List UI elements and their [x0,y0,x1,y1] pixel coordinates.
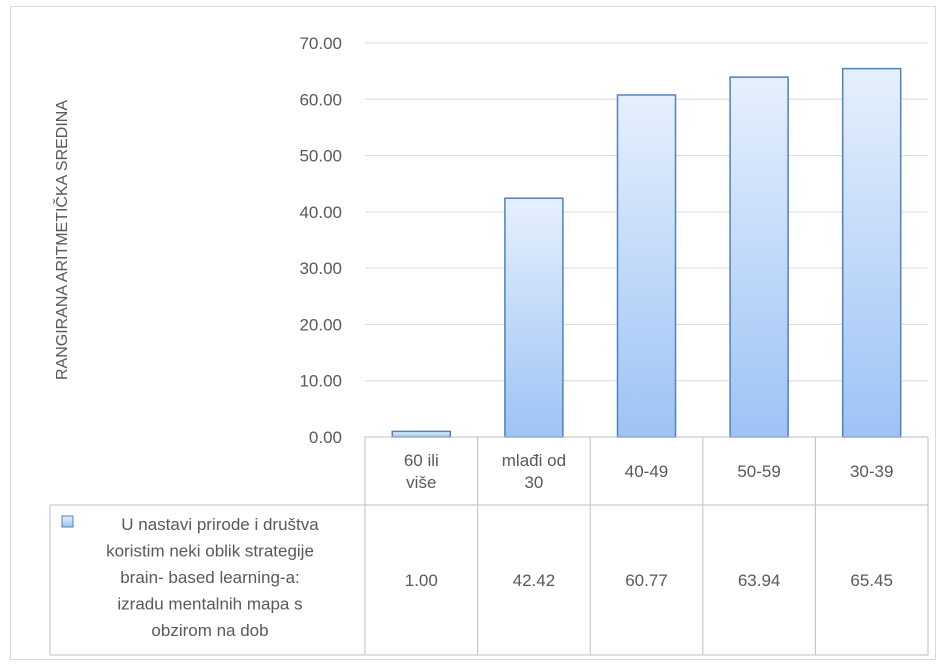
category-label-line: 30-39 [850,462,893,481]
bar [616,94,677,438]
data-label: 65.45 [850,571,893,590]
y-tick-label: 60.00 [299,90,342,109]
bar [729,76,789,438]
bar [391,430,452,438]
category-label-line: 30 [524,473,543,492]
category-label-line: 50-59 [737,462,780,481]
category-label: 30-39 [850,462,893,481]
series-name-line: koristim neki oblik strategije [106,542,314,561]
data-table: 60 ili više mlađi od 30 40-49 50-59 30-39 1.00 4… [49,436,929,656]
series-name: U nastavi prirode i društva koristim neki… [106,515,319,640]
y-tick-label: 40.00 [299,203,342,222]
data-label: 60.77 [625,571,668,590]
data-label: 1.00 [405,571,438,590]
bar [504,197,564,438]
category-label-line: 40-49 [625,462,668,481]
gridlines [365,42,928,382]
bars [391,67,902,438]
data-label: 42.42 [513,571,556,590]
y-tick-label: 50.00 [299,147,342,166]
category-label: 40-49 [625,462,668,481]
data-label: 63.94 [738,571,781,590]
series-name-line: U nastavi prirode i društva [121,515,319,534]
y-tick-label: 20.00 [299,315,342,334]
category-label: mlađi od 30 [502,451,566,492]
series-name-line: obzirom na dob [151,621,268,640]
series-name-line: izradu mentalnih mapa s [117,595,302,614]
y-axis-ticks: 0.00 10.00 20.00 30.00 40.00 50.00 60.00 70.00 [299,34,342,447]
y-tick-label: 10.00 [299,372,342,391]
y-tick-label: 0.00 [309,428,342,447]
legend-swatch [61,515,74,528]
bar [841,67,902,438]
category-label-line: više [406,473,436,492]
category-label: 60 ili više [404,451,439,492]
y-tick-label: 70.00 [299,34,342,53]
series-name-line: brain- based learning-a: [120,568,300,587]
chart-frame [10,6,936,660]
y-tick-label: 30.00 [299,259,342,278]
category-label: 50-59 [737,462,780,481]
y-axis-label: RANGIRANA ARITMETIČKA SREDINA [52,100,71,380]
category-label-line: 60 ili [404,451,439,470]
category-label-line: mlađi od [502,451,566,470]
